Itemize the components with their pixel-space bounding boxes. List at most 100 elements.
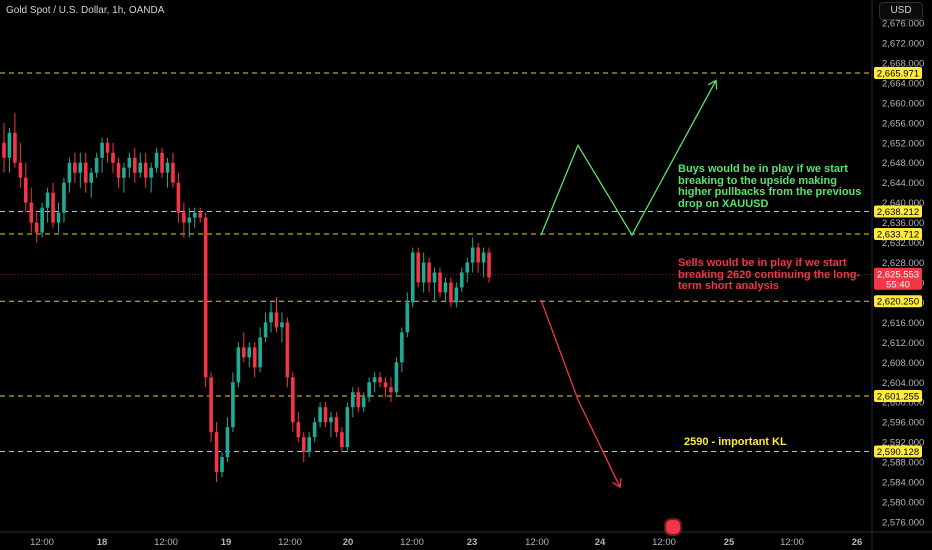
candle-body bbox=[329, 417, 333, 423]
current-price-label: 2,625.553 bbox=[877, 270, 919, 281]
down-projection-path bbox=[540, 299, 621, 488]
candle bbox=[334, 412, 339, 438]
candle-body bbox=[51, 192, 55, 223]
y-tick-label: 2,608.000 bbox=[882, 358, 924, 369]
candle-body bbox=[242, 347, 246, 358]
candle bbox=[160, 147, 164, 178]
level-price-label: 2,633.712 bbox=[877, 230, 919, 241]
y-tick-label: 2,636.000 bbox=[882, 218, 924, 229]
candle bbox=[432, 267, 437, 303]
x-tick-label: 12:00 bbox=[780, 537, 804, 548]
up-arrowhead bbox=[707, 79, 718, 90]
candle bbox=[405, 292, 410, 338]
candle-body bbox=[209, 377, 213, 433]
level-price-badge bbox=[874, 67, 922, 80]
y-tick-label: 2,664.000 bbox=[882, 78, 924, 89]
candle bbox=[192, 207, 197, 228]
candle bbox=[465, 257, 470, 283]
candle bbox=[323, 402, 328, 428]
buy-scenario-note[interactable]: Buys would be in play if we start breaki… bbox=[678, 163, 862, 210]
x-tick-label: 12:00 bbox=[652, 537, 676, 548]
candle bbox=[34, 212, 39, 243]
y-tick-label: 2,648.000 bbox=[882, 158, 924, 169]
tradingview-logo-icon[interactable] bbox=[664, 518, 682, 536]
currency-button[interactable]: USD bbox=[879, 2, 923, 20]
candle-body bbox=[481, 252, 486, 263]
y-tick-label: 2,600.000 bbox=[882, 398, 924, 409]
y-tick-label: 2,644.000 bbox=[882, 178, 924, 189]
candle-body bbox=[465, 262, 470, 273]
candle bbox=[171, 152, 175, 188]
candle bbox=[231, 372, 235, 433]
candle-body bbox=[73, 162, 77, 173]
candle-body bbox=[269, 312, 273, 323]
candle-body bbox=[438, 272, 442, 293]
candle bbox=[394, 357, 399, 398]
candle bbox=[291, 372, 295, 433]
level-price-badge bbox=[874, 205, 922, 218]
candle bbox=[301, 432, 306, 463]
candle bbox=[470, 237, 475, 273]
candle-body bbox=[111, 152, 115, 163]
candle-body bbox=[296, 422, 301, 438]
candle bbox=[138, 152, 143, 178]
candle-body bbox=[460, 272, 464, 288]
sell-scenario-note[interactable]: Sells would be in play if we start break… bbox=[678, 257, 861, 292]
candle bbox=[116, 157, 121, 188]
x-tick-label: 20 bbox=[343, 537, 354, 548]
candle-body bbox=[449, 282, 453, 303]
x-tick-label: 12:00 bbox=[30, 537, 54, 548]
candle bbox=[460, 267, 464, 293]
candle bbox=[340, 427, 344, 453]
level-price-label: 2,665.971 bbox=[877, 69, 919, 80]
candle bbox=[100, 137, 104, 173]
candle bbox=[165, 157, 170, 188]
candle-body bbox=[334, 417, 339, 433]
candle-body bbox=[345, 407, 350, 448]
candle bbox=[111, 142, 115, 173]
candle bbox=[296, 412, 301, 443]
candle bbox=[410, 247, 415, 308]
candle-body bbox=[182, 212, 186, 223]
candle bbox=[67, 157, 72, 193]
y-tick-label: 2,616.000 bbox=[882, 318, 924, 329]
candle bbox=[73, 152, 77, 183]
candle-body bbox=[143, 162, 148, 178]
candle-body bbox=[372, 377, 377, 383]
candle bbox=[236, 342, 241, 388]
candle bbox=[127, 152, 132, 178]
candle-body bbox=[274, 312, 279, 328]
candle bbox=[154, 147, 159, 173]
candle-body bbox=[78, 162, 83, 173]
x-tick-label: 12:00 bbox=[400, 537, 424, 548]
candle-body bbox=[187, 217, 192, 223]
candle-body bbox=[301, 437, 306, 453]
level-price-badge bbox=[874, 389, 922, 402]
candle bbox=[105, 137, 110, 163]
candle-body bbox=[13, 132, 17, 163]
candle-body bbox=[149, 167, 153, 178]
candle bbox=[209, 372, 213, 443]
candle-body bbox=[7, 132, 12, 158]
candle-body bbox=[154, 152, 159, 168]
x-tick-label: 19 bbox=[221, 537, 232, 548]
candle bbox=[143, 152, 148, 188]
symbol-title: Gold Spot / U.S. Dollar, 1h, OANDA bbox=[6, 5, 165, 16]
candle-body bbox=[34, 222, 39, 233]
candle bbox=[476, 242, 480, 273]
candle bbox=[285, 317, 290, 388]
candle-body bbox=[361, 397, 366, 408]
candle-body bbox=[356, 392, 361, 408]
candle-body bbox=[318, 407, 322, 423]
candle bbox=[389, 377, 393, 403]
key-level-note[interactable]: 2590 - important KL bbox=[684, 436, 787, 448]
candle-body bbox=[116, 162, 121, 178]
candle bbox=[443, 277, 448, 303]
candle-body bbox=[340, 432, 344, 448]
y-tick-label: 2,612.000 bbox=[882, 338, 924, 349]
candle bbox=[56, 202, 61, 233]
x-tick-label: 12:00 bbox=[154, 537, 178, 548]
candle bbox=[356, 387, 361, 413]
candle-body bbox=[214, 432, 219, 473]
